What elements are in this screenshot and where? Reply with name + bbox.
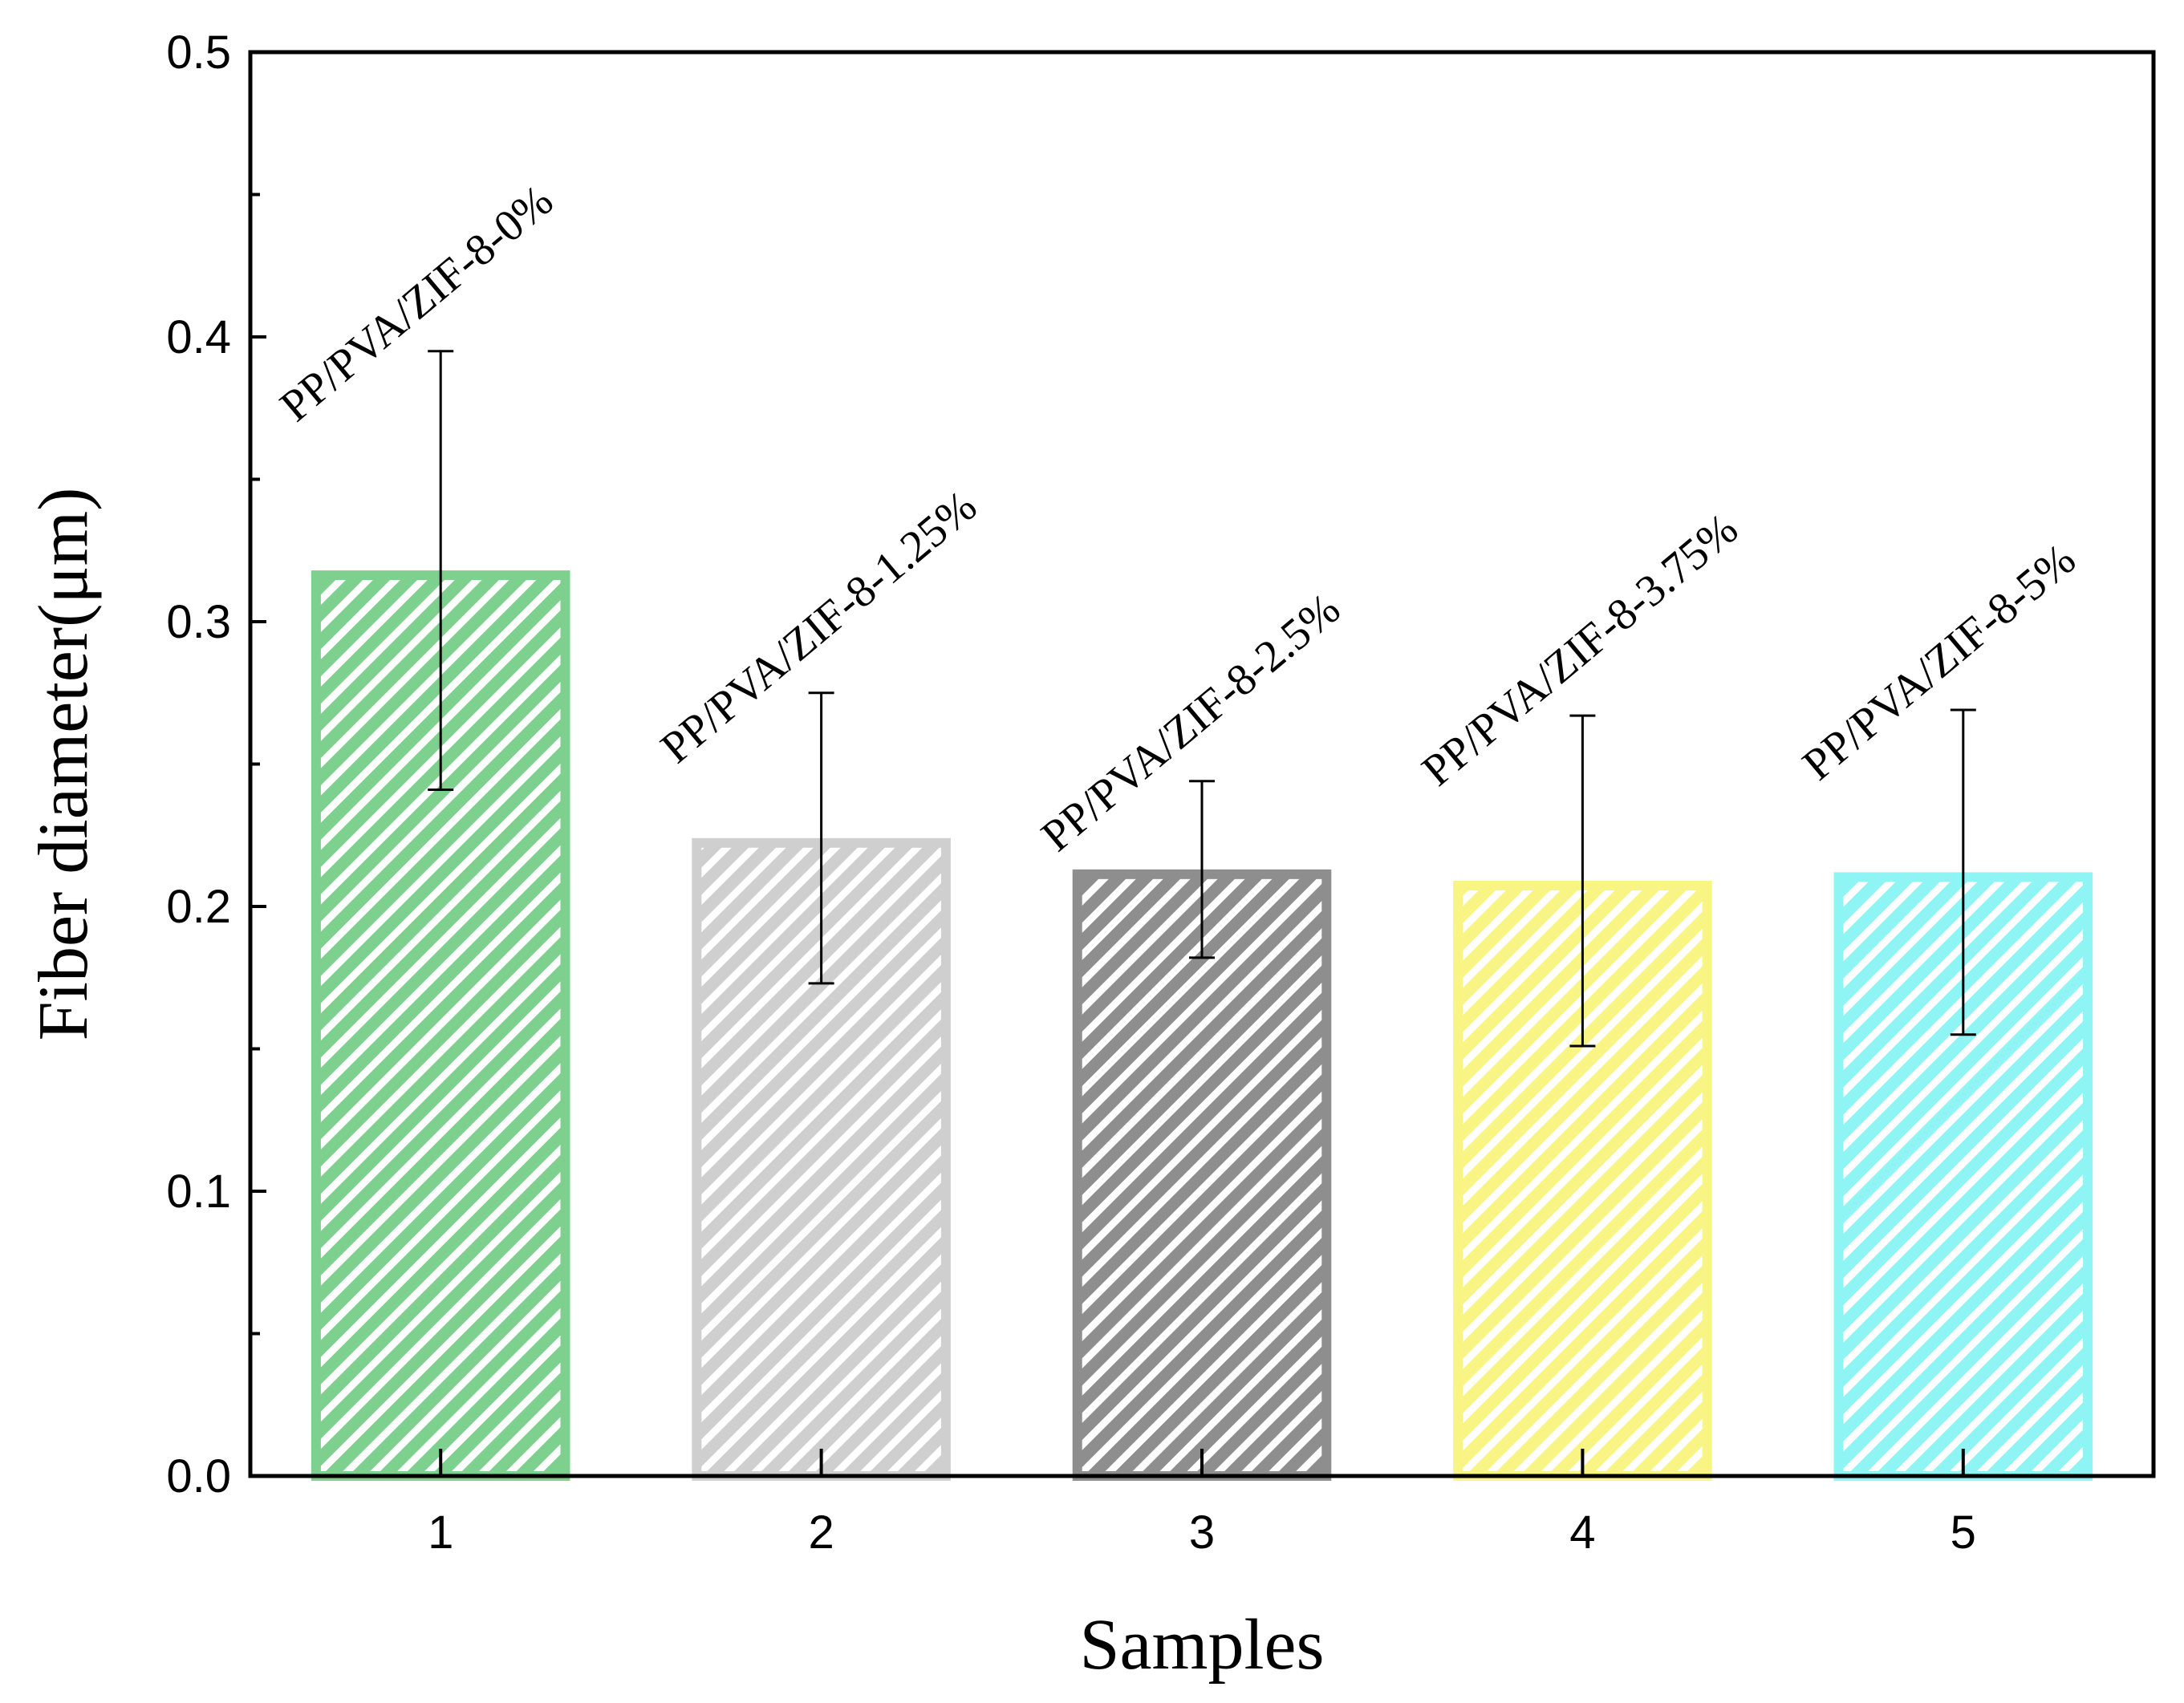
error-bar-3 xyxy=(1189,780,1215,959)
y-tick-label: 0.1 xyxy=(166,1166,231,1218)
y-tick-label: 0.0 xyxy=(166,1450,231,1502)
error-bar-2 xyxy=(808,691,834,985)
bar-5 xyxy=(1833,872,2093,1481)
x-axis: 1 2 3 4 5 xyxy=(428,1449,1976,1559)
x-axis-title: Samples xyxy=(1080,1605,1325,1685)
error-bar-1 xyxy=(428,350,454,791)
x-tick-label-2: 2 xyxy=(808,1506,834,1559)
bar-label-1: PP/PVA/ZIF-8-0% xyxy=(271,176,562,432)
x-tick-label-4: 4 xyxy=(1569,1506,1595,1559)
bar-label-3: PP/PVA/ZIF-8-2.5% xyxy=(1033,584,1350,862)
x-tick-label-5: 5 xyxy=(1951,1506,1976,1559)
bar-label-4: PP/PVA/ZIF-8-3.75% xyxy=(1413,504,1748,796)
bar-label-2: PP/PVA/ZIF-8-1.25% xyxy=(652,481,986,773)
y-axis-title: Fiber diameter(μm) xyxy=(25,488,103,1041)
y-tick-label: 0.4 xyxy=(166,311,231,363)
y-tick-label: 0.2 xyxy=(166,881,231,933)
x-tick-label-1: 1 xyxy=(428,1506,453,1559)
bar-label-5: PP/PVA/ZIF-8-5% xyxy=(1793,534,2085,790)
y-axis: 0.0 0.1 0.2 0.3 0.4 0.5 xyxy=(166,26,266,1502)
y-tick-label: 0.3 xyxy=(166,596,231,648)
y-tick-label: 0.5 xyxy=(166,26,231,79)
x-tick-label-3: 3 xyxy=(1189,1506,1215,1559)
bar-3 xyxy=(1072,869,1332,1481)
error-bar-4 xyxy=(1569,714,1596,1048)
error-bar-5 xyxy=(1950,708,1976,1036)
